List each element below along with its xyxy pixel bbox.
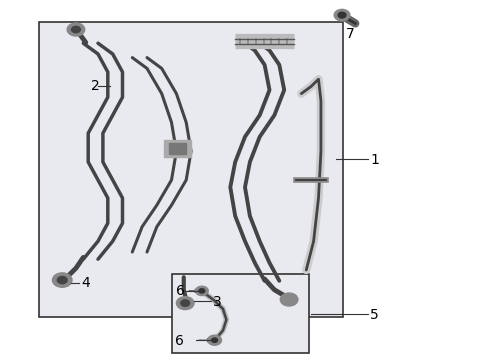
Circle shape: [208, 335, 221, 345]
Text: 7: 7: [345, 27, 354, 41]
Circle shape: [52, 273, 72, 287]
Circle shape: [196, 286, 208, 296]
Circle shape: [181, 300, 190, 306]
Bar: [164, 140, 191, 157]
Circle shape: [199, 289, 205, 293]
Text: 5: 5: [370, 307, 379, 321]
Text: 2: 2: [91, 79, 99, 93]
Text: 4: 4: [81, 276, 90, 290]
Circle shape: [334, 9, 350, 21]
Circle shape: [57, 276, 67, 284]
Text: 6: 6: [175, 333, 184, 347]
Circle shape: [212, 338, 218, 342]
Text: 6: 6: [176, 284, 185, 298]
Circle shape: [338, 12, 346, 18]
Circle shape: [176, 297, 194, 310]
Circle shape: [67, 23, 85, 36]
Text: 3: 3: [213, 295, 222, 309]
Text: 1: 1: [370, 153, 379, 167]
Circle shape: [72, 26, 80, 33]
Bar: [169, 143, 186, 154]
Bar: [39, 22, 343, 317]
Bar: [172, 274, 309, 353]
Circle shape: [280, 293, 298, 306]
